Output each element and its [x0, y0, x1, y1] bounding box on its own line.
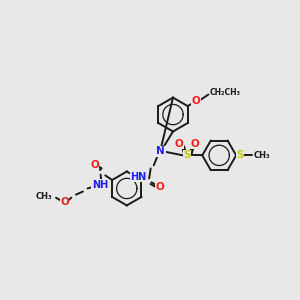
Text: O: O	[155, 182, 164, 192]
Text: O: O	[190, 139, 199, 149]
Text: CH₂CH₃: CH₂CH₃	[209, 88, 240, 98]
Text: O: O	[60, 197, 69, 207]
Text: S: S	[183, 150, 190, 160]
Text: O: O	[90, 160, 99, 170]
Text: NH: NH	[92, 180, 108, 190]
Text: CH₃: CH₃	[35, 192, 52, 201]
Text: N: N	[156, 146, 165, 157]
Text: O: O	[175, 139, 184, 149]
Text: O: O	[192, 96, 200, 106]
Text: CH₃: CH₃	[254, 151, 271, 160]
Text: HN: HN	[130, 172, 146, 182]
Text: S: S	[236, 150, 244, 160]
